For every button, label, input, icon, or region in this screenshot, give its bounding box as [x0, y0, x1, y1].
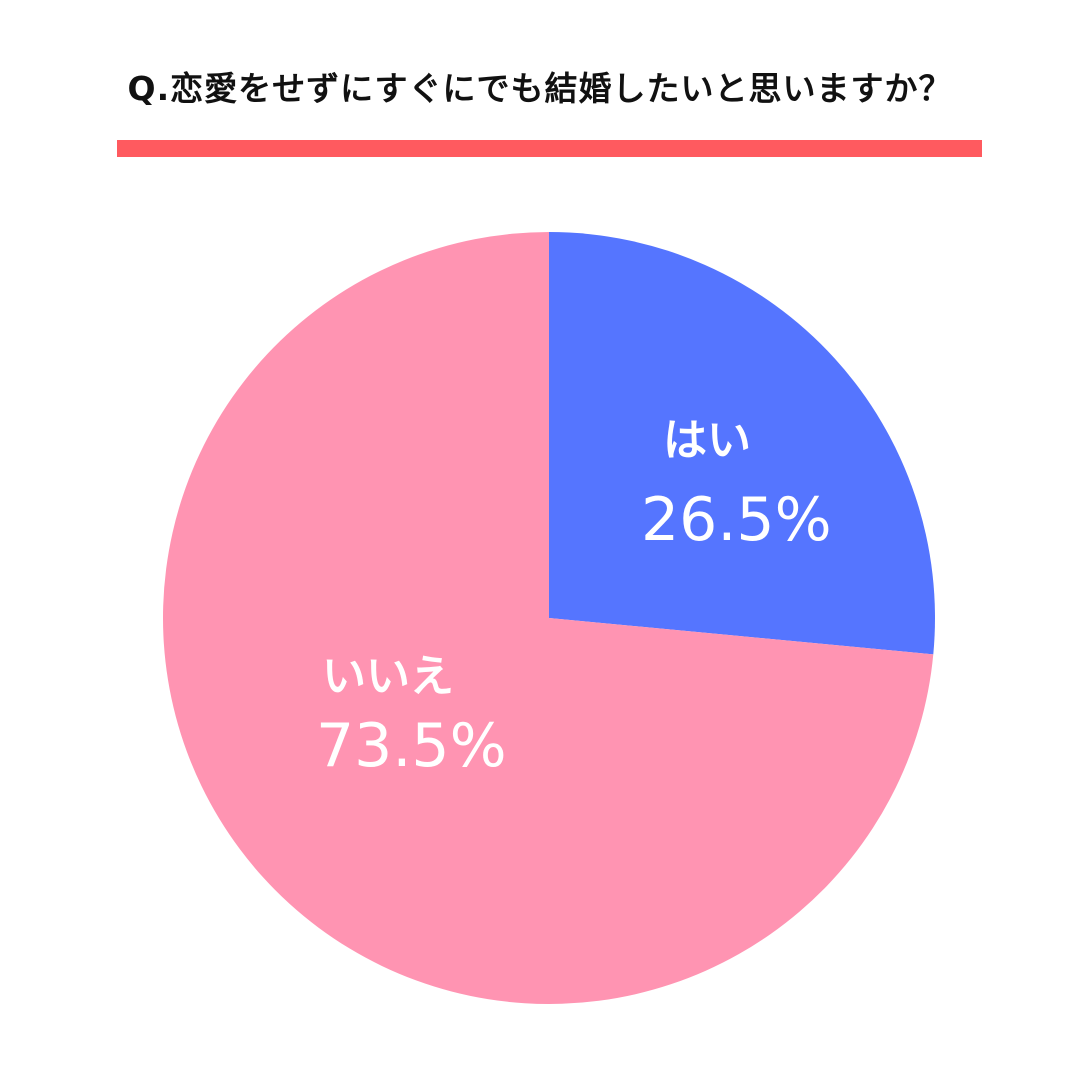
pie-labels: はい 26.5% いいえ 73.5% — [316, 415, 832, 781]
pie-slice-yes — [549, 232, 935, 655]
title-underline-bar — [117, 140, 982, 157]
slice-value-no: 73.5% — [316, 711, 507, 781]
chart-title: Q.恋愛をせずにすぐにでも結婚したいと思いますか？ — [127, 69, 953, 108]
pie-slice-no — [162, 232, 934, 1004]
slice-label-yes: はい — [663, 415, 751, 466]
slice-label-no: いいえ — [322, 651, 454, 702]
pie-slices — [162, 232, 935, 1004]
slice-value-yes: 26.5% — [641, 485, 832, 555]
